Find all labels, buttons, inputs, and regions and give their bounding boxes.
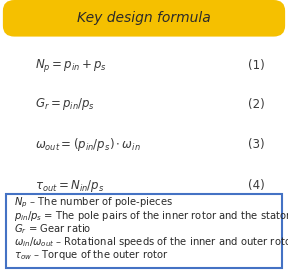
Text: $\tau_{out} = N_{in}/p_s$: $\tau_{out} = N_{in}/p_s$ bbox=[35, 178, 104, 194]
Text: $G_r = p_{in}/p_s$: $G_r = p_{in}/p_s$ bbox=[35, 96, 95, 112]
Text: $\omega_{in}/\omega_{out}$ – Rotational speeds of the inner and outer rotors: $\omega_{in}/\omega_{out}$ – Rotational … bbox=[14, 235, 288, 249]
Text: Key design formula: Key design formula bbox=[77, 11, 211, 25]
Text: $p_{in}/p_s$ = The pole pairs of the inner rotor and the stator: $p_{in}/p_s$ = The pole pairs of the inn… bbox=[14, 209, 288, 223]
Text: $\omega_{out} = (p_{in}/p_s) \cdot \omega_{in}$: $\omega_{out} = (p_{in}/p_s) \cdot \omeg… bbox=[35, 137, 140, 153]
Text: $N_p = p_{in} + p_s$: $N_p = p_{in} + p_s$ bbox=[35, 57, 107, 73]
FancyBboxPatch shape bbox=[3, 0, 285, 37]
Text: (3): (3) bbox=[248, 138, 265, 151]
Text: (2): (2) bbox=[248, 98, 265, 111]
Text: $G_r$ = Gear ratio: $G_r$ = Gear ratio bbox=[14, 222, 92, 236]
Text: $N_p$ – The number of pole-pieces: $N_p$ – The number of pole-pieces bbox=[14, 196, 173, 211]
FancyBboxPatch shape bbox=[6, 194, 282, 268]
Text: $\tau_{ow}$ – Torque of the outer rotor: $\tau_{ow}$ – Torque of the outer rotor bbox=[14, 248, 169, 262]
Text: (1): (1) bbox=[248, 59, 265, 72]
Text: (4): (4) bbox=[248, 179, 265, 192]
